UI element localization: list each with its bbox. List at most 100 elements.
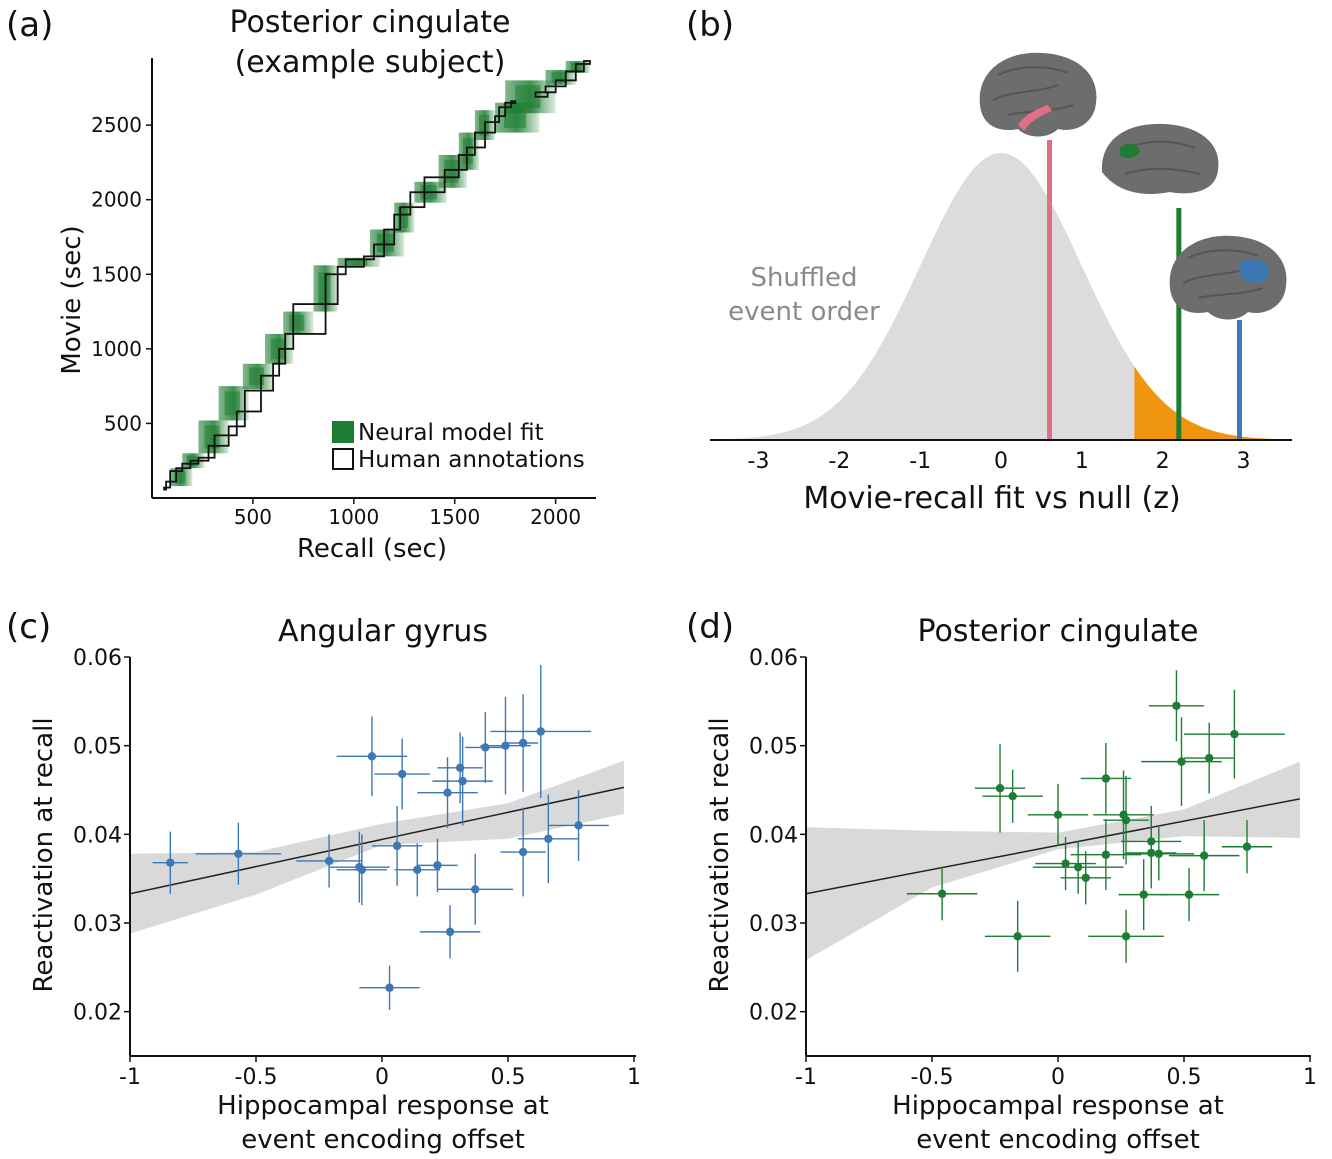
data-point	[574, 821, 583, 830]
data-point	[1139, 890, 1148, 899]
confidence-band	[806, 761, 1300, 961]
x-tick-label: 1	[1075, 449, 1089, 474]
fit-block-core	[398, 207, 409, 229]
data-point	[1154, 849, 1164, 859]
y-tick-label: 0.04	[73, 823, 122, 848]
panel-b-label: (b)	[686, 5, 734, 45]
data-point	[1053, 810, 1063, 820]
data-point	[518, 738, 528, 748]
panel-c-title: Angular gyrus	[278, 614, 488, 649]
data-point	[324, 856, 334, 866]
annotation-box	[383, 228, 396, 246]
annotation-box	[457, 154, 468, 171]
y-tick-label: 1000	[91, 337, 142, 361]
null-label-line2: event order	[728, 297, 880, 327]
annotation-box	[278, 347, 287, 365]
y-tick-label: 2500	[91, 113, 142, 137]
data-point	[458, 776, 467, 786]
annotation-box	[399, 206, 412, 216]
panel-c-x-ticks: -1 -0.5 0 0.5 1	[119, 1056, 641, 1090]
data-point	[1242, 842, 1252, 851]
annotation-box	[175, 467, 184, 473]
annotation-box	[484, 121, 496, 134]
annotation-box	[169, 470, 178, 483]
panel-c-y-label: Reactivation at recall	[29, 717, 59, 992]
annotation-box	[393, 213, 402, 231]
data-point	[1172, 701, 1181, 710]
regression-line	[805, 798, 1301, 895]
panel-c-x-label-line2: event encoding offset	[241, 1125, 525, 1155]
panel-a-label: (a)	[6, 5, 53, 45]
fit-block-core	[478, 114, 490, 136]
data-point	[995, 784, 1005, 793]
panel-a-title-line1: Posterior cingulate	[230, 5, 511, 40]
annotation-box	[363, 255, 375, 261]
annotation-box	[544, 85, 557, 94]
x-tick-label: 0	[1051, 1065, 1065, 1090]
fit-block-core	[444, 159, 459, 183]
annotation-box	[494, 115, 501, 124]
panel-a: (a) Posterior cingulate (example subject…	[6, 5, 596, 564]
data-point	[367, 752, 377, 761]
x-tick-label: 1000	[328, 505, 379, 529]
panel-d-title: Posterior cingulate	[918, 614, 1199, 649]
data-point	[385, 983, 394, 992]
data-point	[1177, 757, 1186, 766]
y-tick-label: 0.03	[749, 912, 798, 937]
annotation-box	[498, 106, 507, 118]
data-point	[1073, 862, 1083, 872]
data-point	[357, 865, 367, 874]
annotation-box	[197, 456, 210, 462]
y-tick-label: 500	[104, 411, 142, 435]
legend-human: Human annotations	[358, 447, 585, 473]
fit-block-core	[289, 314, 305, 331]
human-annotation-boxes	[163, 60, 591, 491]
annotation-box	[443, 168, 460, 179]
y-tick-label: 0.02	[749, 1001, 798, 1026]
annotation-box	[165, 480, 172, 489]
data-point	[1121, 932, 1131, 941]
y-tick-label: 0.03	[73, 912, 122, 937]
x-tick-label: -1	[909, 449, 931, 474]
data-point	[1121, 815, 1131, 825]
annotation-box	[564, 70, 577, 82]
annotation-box	[504, 101, 513, 109]
x-tick-label: 2	[1156, 449, 1170, 474]
panel-d-x-label-line2: event encoding offset	[916, 1125, 1200, 1155]
significance-tail	[1134, 366, 1292, 440]
data-point	[1205, 753, 1214, 763]
panel-a-x-label: Recall (sec)	[297, 534, 447, 564]
y-tick-label: 0.02	[73, 1001, 122, 1026]
panel-d-label: (d)	[686, 607, 734, 647]
data-point	[518, 847, 528, 857]
annotation-box	[534, 91, 549, 98]
panel-c-y-ticks: 0.02 0.03 0.04 0.05 0.06	[73, 646, 130, 1026]
annotation-box	[227, 425, 238, 437]
panel-d-x-label-line1: Hippocampal response at	[892, 1091, 1224, 1121]
y-tick-label: 0.05	[73, 735, 122, 760]
annotation-box	[574, 63, 585, 73]
annotation-box	[465, 146, 476, 156]
data-point	[1147, 848, 1156, 858]
annotation-box	[474, 131, 486, 149]
annotation-box	[189, 459, 200, 465]
legend-neural-fit: Neural model fit	[358, 420, 544, 446]
annotation-box	[344, 258, 365, 268]
y-tick-label: 0.06	[73, 646, 122, 671]
data-point	[1013, 932, 1022, 941]
fit-block-core	[270, 338, 285, 360]
null-distribution	[710, 153, 1292, 440]
data-point	[1101, 774, 1111, 783]
x-tick-label: 1	[627, 1065, 641, 1090]
panel-d-x-ticks: -1 -0.5 0 0.5 1	[795, 1056, 1317, 1090]
data-point	[501, 741, 510, 750]
panel-d: (d) Posterior cingulate -1 -0.5 0 0.5 1 0.02…	[686, 607, 1317, 1155]
panel-a-legend: Neural model fit Human annotations	[332, 420, 585, 473]
x-tick-label: -0.5	[911, 1065, 954, 1090]
region-markers	[1047, 140, 1242, 440]
y-tick-label: 1500	[91, 262, 142, 286]
data-point	[1081, 873, 1090, 882]
fit-block-core	[224, 391, 240, 416]
x-tick-label: 0	[375, 1065, 389, 1090]
data-point	[544, 834, 553, 843]
